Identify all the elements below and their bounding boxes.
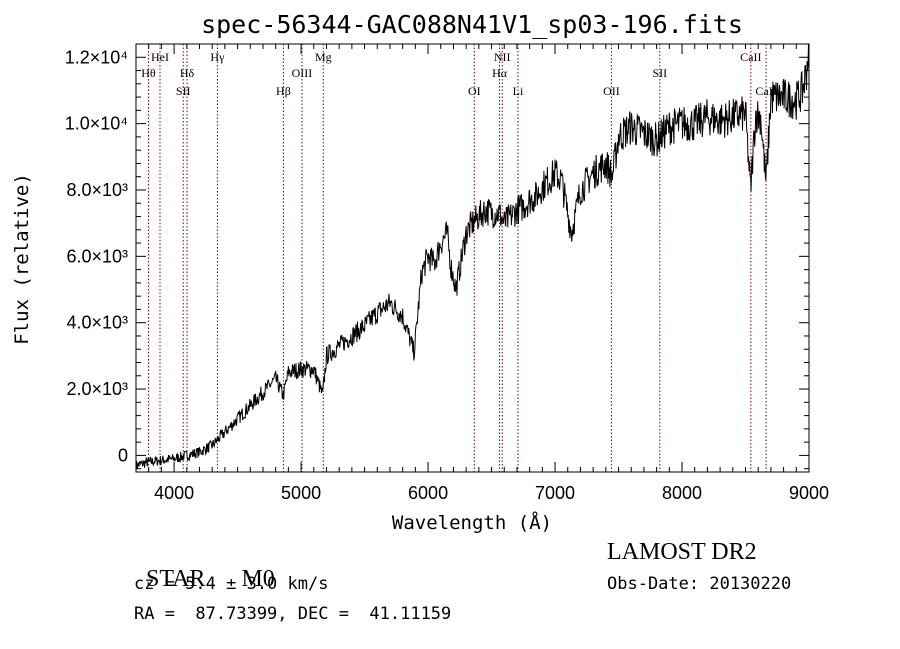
line-marker-label: Hδ	[180, 66, 195, 80]
line-marker-label: OIII	[292, 66, 313, 80]
line-marker-label: Hθ	[141, 66, 156, 80]
y-tick-label: 0	[118, 445, 128, 465]
coordinates-text: RA = 87.73399, DEC = 41.11159	[134, 604, 452, 624]
x-tick-label: 5000	[281, 483, 321, 503]
line-marker-label: Hβ	[276, 84, 291, 98]
y-axis-label: Flux (relative)	[11, 173, 33, 345]
y-tick-label: 8.0×10³	[66, 180, 128, 200]
line-marker-label: Hα	[492, 66, 508, 80]
chart-title: spec-56344-GAC088N41V1_sp03-196.fits	[201, 10, 743, 39]
redshift-text: cz = 5.4 ± 3.0 km/s	[134, 574, 329, 594]
line-marker-label: SII	[176, 84, 191, 98]
y-tick-label: 6.0×10³	[66, 246, 128, 266]
line-marker-label: Li	[513, 84, 524, 98]
subclass-label: M0	[241, 566, 275, 592]
x-tick-label: 7000	[535, 483, 575, 503]
y-tick-label: 1.2×10⁴	[65, 47, 128, 67]
line-marker-label: OI	[468, 84, 481, 98]
x-tick-label: 4000	[154, 483, 194, 503]
line-marker-label: HeI	[151, 50, 169, 64]
x-tick-label: 8000	[662, 483, 702, 503]
line-marker-label: Hγ	[210, 50, 225, 64]
y-tick-label: 1.0×10⁴	[65, 114, 128, 134]
spectrum-chart: spec-56344-GAC088N41V1_sp03-196.fits Flu…	[11, 10, 829, 534]
obs-date-text: Obs-Date: 20130220	[607, 574, 792, 594]
x-tick-label: 9000	[789, 483, 829, 503]
survey-label: LAMOST DR2	[607, 539, 757, 565]
line-marker-label: OII	[603, 84, 620, 98]
x-tick-label: 6000	[408, 483, 448, 503]
line-marker-label: SII	[652, 66, 667, 80]
spectrum-line	[135, 43, 809, 471]
x-axis-label: Wavelength (Å)	[392, 511, 552, 534]
plot-frame	[135, 43, 810, 473]
line-marker-label: CaII	[740, 50, 761, 64]
class-label: STAR	[146, 566, 206, 592]
line-marker-label: Mg	[315, 50, 332, 64]
y-tick-label: 4.0×10³	[66, 313, 128, 333]
y-tick-label: 2.0×10³	[66, 379, 128, 399]
line-marker-label: NII	[494, 50, 511, 64]
object-class: STAR M0	[134, 539, 275, 593]
